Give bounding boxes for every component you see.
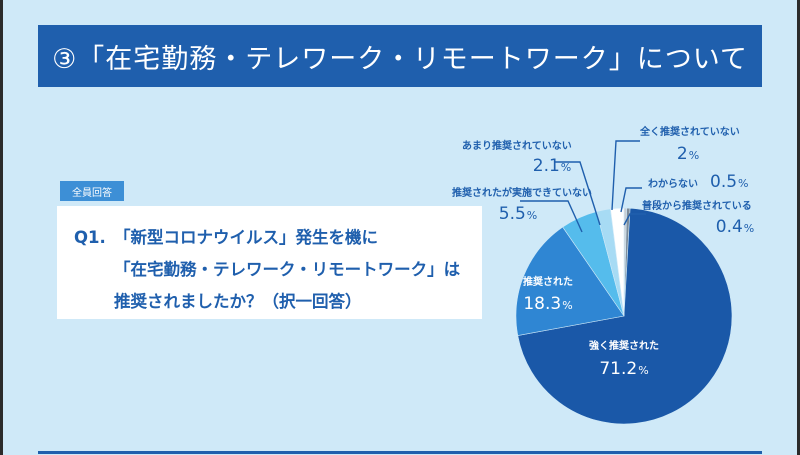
question-line-1: 「新型コロナウイルス」発生を機に	[114, 228, 378, 247]
slice-label-name: あまり推奨されていない	[462, 139, 572, 152]
slice-label-name: 強く推奨された	[589, 339, 659, 352]
section-title: ③「在宅勤務・テレワーク・リモートワーク」について	[52, 43, 748, 75]
slice-label-value: 2.1%	[533, 156, 572, 176]
question-number: Q1.	[74, 228, 106, 247]
slice-label-value: 5.5%	[499, 204, 538, 224]
slice-label-value: 18.3%	[523, 294, 572, 314]
respondent-badge-label: 全員回答	[72, 187, 112, 199]
leader-line	[620, 187, 642, 213]
section-header: ③「在宅勤務・テレワーク・リモートワーク」について	[38, 25, 762, 87]
slice-label-name: 全く推奨されていない	[639, 125, 740, 138]
pie-slice	[515, 226, 625, 336]
pie-slice	[517, 207, 733, 425]
question-line-3: 推奨されましたか？（択一回答）	[114, 292, 362, 311]
slice-label-value: 0.4%	[716, 217, 755, 237]
slice-label-name: 推奨された	[523, 275, 573, 288]
slice-label-name: 普段から推奨されている	[642, 199, 752, 212]
slice-label-value: 2%	[677, 144, 699, 164]
slice-label-value: 71.2%	[599, 359, 648, 379]
slice-label-name: 推奨されたが実施できていない	[452, 186, 592, 199]
page-border-left	[0, 0, 3, 455]
pie-slice	[610, 207, 625, 317]
question-line-2: 「在宅勤務・テレワーク・リモートワーク」は	[114, 260, 461, 279]
bottom-rule	[38, 451, 762, 454]
question-box: Q1. 「新型コロナウイルス」発生を機に 「在宅勤務・テレワーク・リモートワーク…	[57, 206, 482, 319]
respondent-badge: 全員回答	[60, 181, 124, 201]
leader-line	[611, 140, 640, 211]
leader-line	[555, 161, 601, 226]
slice-label-name: わからない	[648, 178, 698, 190]
leader-line	[623, 213, 646, 226]
leader-line	[520, 200, 583, 233]
slice-label-value: 0.5%	[710, 172, 749, 192]
page-border-right	[797, 0, 800, 455]
